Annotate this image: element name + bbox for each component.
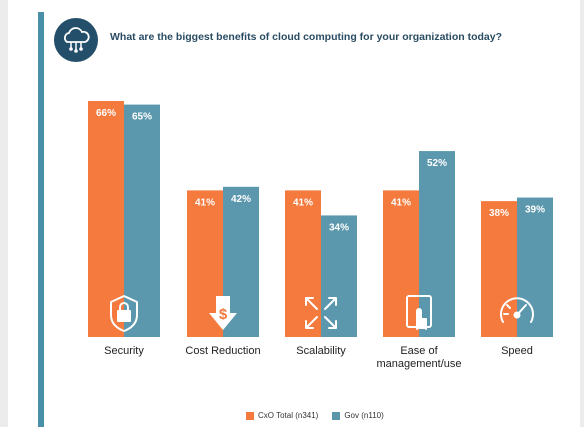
shield-lock-icon	[110, 295, 138, 332]
bar-gov-2	[321, 215, 357, 337]
expand-arrows-icon	[305, 297, 337, 329]
data-label-cxo-2: 41%	[293, 197, 313, 208]
legend-label-gov: Gov (n110)	[344, 411, 384, 420]
category-label-0: Security	[104, 345, 144, 357]
svg-text:$: $	[219, 306, 228, 323]
data-label-cxo-3: 41%	[391, 197, 411, 208]
category-label-2: Scalability	[296, 345, 346, 357]
chart-title: What are the biggest benefits of cloud c…	[110, 31, 503, 43]
legend-item-gov: Gov (n110)	[332, 411, 384, 420]
bar-cxo-2	[285, 190, 321, 337]
data-label-cxo-4: 38%	[489, 208, 509, 219]
dollar-down-icon: $	[209, 296, 237, 330]
data-label-gov-2: 34%	[329, 222, 349, 233]
legend-swatch-gov	[332, 411, 341, 420]
tablet-touch-icon	[406, 295, 432, 330]
bar-cxo-3	[383, 190, 419, 337]
legend-item-cxo: CxO Total (n341)	[246, 411, 318, 420]
data-label-gov-0: 65%	[132, 112, 152, 123]
bar-gov-4	[517, 197, 553, 337]
bar-cxo-4	[481, 201, 517, 337]
data-label-cxo-0: 66%	[96, 108, 116, 119]
legend-swatch-cxo	[246, 411, 254, 420]
category-label-4: Speed	[501, 345, 533, 357]
data-label-cxo-1: 41%	[195, 197, 215, 208]
data-label-gov-4: 39%	[525, 205, 545, 216]
data-label-gov-1: 42%	[231, 194, 251, 205]
bar-gov-3	[419, 151, 455, 337]
legend: CxO Total (n341) Gov (n110)	[246, 411, 398, 420]
category-label-3: Ease of management/use	[377, 345, 462, 370]
bar-gov-0	[124, 104, 160, 337]
legend-label-cxo: CxO Total (n341)	[258, 411, 319, 420]
data-label-gov-3: 52%	[427, 158, 447, 169]
cloud-network-icon	[54, 18, 98, 62]
category-label-1: Cost Reduction	[185, 345, 260, 357]
speedometer-icon	[500, 297, 534, 323]
bar-cxo-0	[88, 101, 124, 337]
accent-bar	[38, 12, 44, 427]
